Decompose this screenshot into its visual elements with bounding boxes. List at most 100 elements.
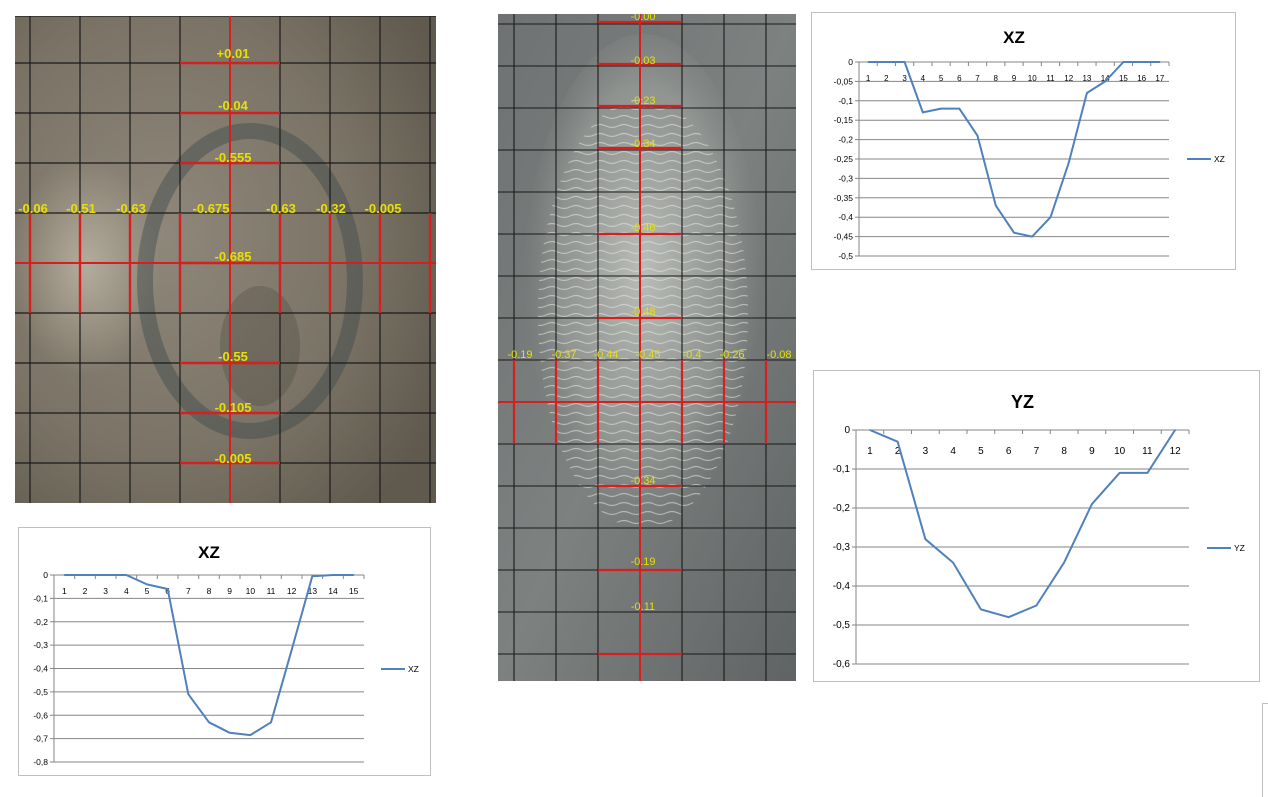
partial-frame	[1262, 703, 1268, 797]
data-point	[63, 574, 66, 576]
data-point	[1007, 616, 1010, 618]
photo-left-horizontal-label: -0.005	[365, 201, 402, 216]
x-tick-label: 15	[1119, 74, 1128, 83]
chart-xz-bottom-svg: XZ0-0,1-0,2-0,3-0,4-0,5-0,6-0,7-0,81 2 3 4 5…	[33, 543, 419, 767]
photo-middle-vertical-label: -0.11	[631, 601, 655, 613]
chart-title: XZ	[198, 543, 220, 562]
y-tick-label: -0,7	[33, 734, 48, 744]
data-point	[869, 429, 871, 431]
data-point	[994, 204, 997, 207]
x-tick-label: 9	[1012, 74, 1017, 83]
data-point	[290, 649, 293, 651]
data-point	[146, 583, 148, 586]
y-tick-label: -0,5	[833, 620, 851, 631]
data-point	[208, 721, 210, 724]
photo-middle-horizontal-label: -0.45	[635, 349, 660, 361]
data-point	[1013, 231, 1015, 234]
y-tick-label: 0	[43, 570, 48, 580]
x-tick-label: 7	[1034, 446, 1040, 457]
legend-label: YZ	[1234, 543, 1245, 553]
y-tick-label: -0,3	[833, 542, 851, 553]
photo-left-vertical-label: -0.04	[218, 98, 248, 113]
photo-middle-horizontal-label: -0.4	[683, 349, 702, 361]
x-tick-label: 12	[287, 586, 297, 596]
data-point	[311, 575, 314, 577]
photo-middle: -0.00 -0.03 -0.23 -0.34 -0.46 -0.48 -0.34 -0.19…	[498, 14, 796, 681]
data-point	[1086, 92, 1088, 94]
photo-middle-vertical-label: -0.48	[630, 306, 655, 318]
photo-left: +0.01 -0.04 -0.555 -0.685 -0.55 -0.105 -0.005 -…	[15, 16, 436, 503]
y-tick-label: -0,4	[838, 212, 853, 222]
photo-middle-vertical-label: -0.23	[630, 95, 655, 107]
photo-middle-horizontal-label: -0.26	[719, 349, 744, 361]
x-tick-label: 3	[103, 586, 108, 596]
photo-left-vertical-label: -0.555	[215, 150, 252, 165]
y-tick-label: -0,15	[834, 115, 854, 125]
photo-left-canvas: +0.01 -0.04 -0.555 -0.685 -0.55 -0.105 -0.005 -…	[15, 16, 436, 503]
data-point	[84, 574, 86, 576]
x-tick-label: 16	[1137, 74, 1146, 83]
photo-left-vertical-label: -0.105	[215, 400, 252, 415]
x-tick-label: 4	[124, 586, 129, 596]
photo-left-horizontal-label: -0.32	[316, 201, 346, 216]
data-point	[867, 61, 869, 63]
data-point	[924, 538, 927, 540]
x-tick-label: 10	[1114, 446, 1126, 457]
chart-title: XZ	[1003, 28, 1025, 47]
legend-label: XZ	[408, 664, 419, 674]
data-point	[1140, 61, 1143, 63]
data-point	[1035, 604, 1038, 607]
photo-middle-vertical-label: -0.46	[630, 222, 655, 234]
x-tick-label: 11	[1142, 446, 1153, 457]
chart-yz: YZ 0 -0,1 -0,2 -0,3 -0,4 -0,5 -0,6 1 2 3 4 5 6 7 8 9 10 11…	[813, 370, 1260, 682]
photo-left-horizontal-label: -0.675	[193, 201, 230, 216]
data-point	[1031, 235, 1034, 238]
photo-middle-horizontal-label: -0.37	[551, 349, 576, 361]
chart-yz-svg: YZ0-0,1-0,2-0,3-0,4-0,5-0,61 2 3 4 5 6 7 8 9 10 11…	[833, 392, 1245, 670]
x-tick-label: 7	[975, 74, 980, 83]
chart-title: YZ	[1011, 392, 1034, 412]
y-tick-label: -0,45	[834, 232, 854, 242]
photo-left-vertical-label: -0.55	[218, 349, 248, 364]
y-tick-label: -0,2	[838, 135, 853, 145]
x-tick-label: 5	[145, 586, 150, 596]
photo-left-horizontal-label: -0.06	[18, 201, 48, 216]
x-tick-label: 8	[994, 74, 999, 83]
x-tick-label: 2	[83, 586, 88, 596]
x-tick-label: 5	[939, 74, 944, 83]
series-line	[868, 61, 1160, 238]
x-tick-label: 5	[978, 446, 984, 457]
photo-left-vertical-label: -0.005	[215, 451, 252, 466]
x-tick-label: 4	[921, 74, 926, 83]
x-tick-label: 2	[895, 446, 901, 457]
x-tick-label: 6	[957, 74, 962, 83]
data-point	[980, 608, 982, 611]
x-tick-label: 8	[207, 586, 212, 596]
photo-left-horizontal-label: -0.63	[266, 201, 296, 216]
x-tick-label: 1	[866, 74, 871, 83]
data-point	[896, 440, 899, 443]
data-point	[940, 107, 942, 110]
chart-xz-top: XZ 0 -0,05 -0,1 -0,15 -0,2 -0,25 -0,3 -0,35 -0,4 -…	[811, 12, 1236, 270]
x-tick-label: 1	[867, 446, 873, 457]
data-point	[1118, 472, 1121, 474]
y-tick-label: -0,4	[33, 664, 48, 674]
x-tick-label: 9	[1089, 446, 1095, 457]
x-tick-label: 14	[1101, 74, 1110, 83]
y-tick-label: -0,25	[834, 154, 854, 164]
y-tick-label: -0,4	[833, 581, 851, 592]
data-point	[958, 107, 961, 110]
data-point	[228, 731, 231, 734]
x-tick-label: 3	[902, 74, 907, 83]
data-point	[1146, 472, 1149, 474]
series-line	[64, 574, 354, 737]
data-point	[976, 134, 979, 137]
data-point	[166, 588, 169, 590]
data-point	[332, 574, 334, 576]
x-tick-label: 1	[62, 586, 67, 596]
data-point	[1063, 561, 1065, 564]
data-point	[249, 734, 252, 736]
photo-middle-canvas: -0.00 -0.03 -0.23 -0.34 -0.46 -0.48 -0.34 -0.19…	[498, 14, 796, 681]
photo-left-vertical-label: -0.685	[215, 249, 252, 264]
x-tick-label: 13	[1082, 74, 1091, 83]
